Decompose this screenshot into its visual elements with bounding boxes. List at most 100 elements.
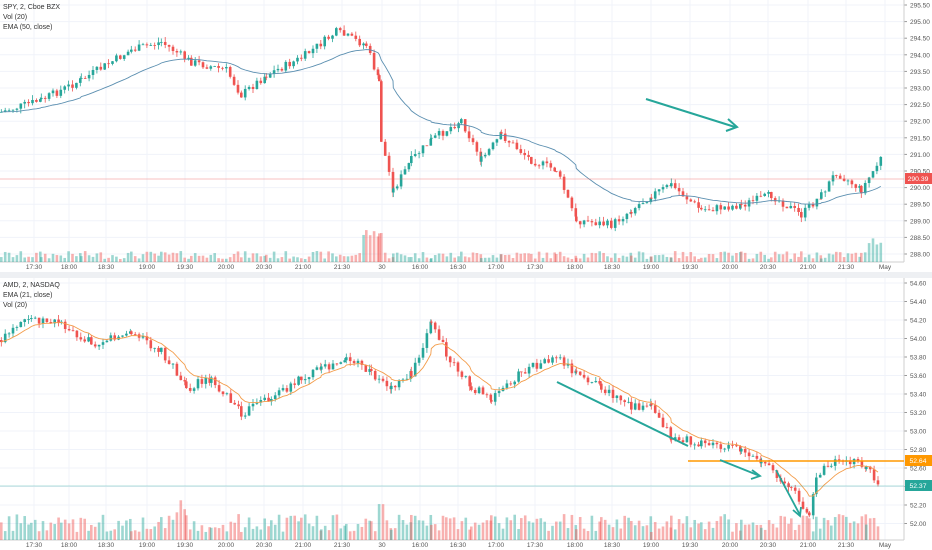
candle-body bbox=[20, 322, 23, 327]
candle-body bbox=[793, 206, 796, 208]
candle-body bbox=[176, 51, 179, 52]
volume-bar bbox=[52, 254, 55, 262]
candle-body bbox=[304, 379, 307, 380]
candle-body bbox=[365, 44, 368, 46]
volume-bar bbox=[835, 252, 838, 262]
volume-bar bbox=[575, 529, 578, 540]
volume-bar bbox=[869, 518, 872, 540]
volume-bar bbox=[46, 530, 49, 540]
volume-bar bbox=[110, 531, 113, 540]
volume-bar bbox=[210, 528, 213, 540]
candle-body bbox=[27, 319, 30, 320]
candle-body bbox=[662, 187, 665, 189]
spy-legend-ema: EMA (50, close) bbox=[3, 23, 60, 33]
candle-body bbox=[598, 222, 601, 226]
volume-bar bbox=[157, 256, 160, 262]
candle-body bbox=[442, 340, 445, 342]
volume-bar bbox=[57, 518, 60, 540]
volume-bar bbox=[134, 256, 137, 262]
volume-bar bbox=[658, 529, 661, 540]
spy-chart-canvas[interactable]: 295.50 295.00 294.50 294.00 293.50 293.00 292.… bbox=[0, 0, 932, 272]
candle-body bbox=[720, 205, 723, 209]
candle-body bbox=[164, 42, 167, 45]
volume-bar bbox=[690, 527, 693, 540]
candle-body bbox=[233, 77, 236, 85]
volume-bar bbox=[482, 523, 485, 540]
volume-bar bbox=[540, 518, 543, 540]
volume-bar bbox=[75, 256, 78, 262]
candle-body bbox=[40, 98, 43, 99]
volume-bar bbox=[0, 257, 3, 262]
candle-body bbox=[88, 75, 91, 78]
volume-bar bbox=[697, 524, 700, 540]
candle-body bbox=[157, 42, 160, 45]
volume-bar bbox=[748, 259, 751, 262]
candle-body bbox=[134, 50, 137, 51]
candle-body bbox=[697, 445, 700, 447]
candle-body bbox=[740, 449, 743, 452]
volume-bar bbox=[823, 518, 826, 540]
volume-bar bbox=[386, 520, 389, 540]
volume-bar bbox=[642, 252, 645, 262]
candle-body bbox=[80, 337, 83, 339]
volume-bar bbox=[740, 520, 743, 540]
candle-body bbox=[388, 156, 391, 172]
candle-body bbox=[252, 87, 255, 89]
volume-bar bbox=[827, 520, 830, 540]
volume-bar bbox=[752, 258, 755, 262]
volume-bar bbox=[547, 531, 550, 540]
volume-bar bbox=[678, 258, 681, 262]
volume-bar bbox=[160, 517, 163, 540]
volume-bar bbox=[106, 532, 109, 540]
volume-bar bbox=[806, 516, 809, 540]
volume-bar bbox=[756, 254, 759, 262]
volume-bar bbox=[634, 525, 637, 540]
candle-body bbox=[323, 37, 326, 47]
candle-body bbox=[297, 377, 300, 385]
volume-bar bbox=[868, 243, 871, 262]
volume-bar bbox=[780, 516, 783, 540]
candle-body bbox=[374, 371, 377, 379]
candle-body bbox=[800, 212, 803, 217]
candle-body bbox=[482, 387, 485, 394]
volume-bar bbox=[153, 254, 156, 262]
candle-body bbox=[567, 190, 570, 198]
candle-body bbox=[408, 163, 411, 169]
volume-bar bbox=[274, 525, 277, 540]
candle-body bbox=[634, 403, 637, 409]
volume-bar bbox=[233, 254, 236, 262]
volume-bar bbox=[470, 527, 473, 540]
candle-body bbox=[378, 75, 381, 81]
candle-body bbox=[353, 361, 356, 363]
candle-body bbox=[504, 134, 507, 141]
volume-bar bbox=[130, 252, 133, 262]
candle-body bbox=[434, 135, 437, 137]
time-tick-label: 21:30 bbox=[838, 264, 855, 271]
volume-bar bbox=[98, 522, 101, 540]
candle-body bbox=[64, 322, 67, 329]
volume-bar bbox=[740, 252, 743, 262]
volume-bar bbox=[488, 258, 491, 262]
volume-bar bbox=[340, 528, 343, 540]
amd-legend-volume: Vol (20) bbox=[3, 301, 60, 311]
spy-chart-pane[interactable]: 295.50 295.00 294.50 294.00 293.50 293.00 292.… bbox=[0, 0, 932, 272]
price-tick-label: 291.00 bbox=[910, 152, 930, 159]
volume-bar bbox=[510, 520, 513, 540]
candle-body bbox=[214, 377, 217, 385]
time-tick-label: 19:30 bbox=[177, 542, 194, 549]
candle-body bbox=[819, 475, 822, 478]
volume-bar bbox=[693, 256, 696, 262]
volume-bar bbox=[604, 520, 607, 540]
candle-body bbox=[384, 142, 387, 156]
amd-chart-pane[interactable]: 54.60 54.40 54.20 54.00 53.80 53.60 53.40 53.20… bbox=[0, 278, 932, 550]
volume-bar bbox=[542, 258, 545, 262]
candle-body bbox=[42, 318, 45, 323]
candle-body bbox=[281, 69, 284, 71]
candle-body bbox=[496, 139, 499, 142]
candle-body bbox=[876, 166, 879, 171]
candle-body bbox=[678, 437, 681, 440]
amd-chart-canvas[interactable]: 54.60 54.40 54.20 54.00 53.80 53.60 53.40 53.20… bbox=[0, 278, 932, 550]
volume-bar bbox=[642, 526, 645, 540]
volume-bar bbox=[426, 258, 429, 262]
candle-body bbox=[476, 142, 479, 152]
